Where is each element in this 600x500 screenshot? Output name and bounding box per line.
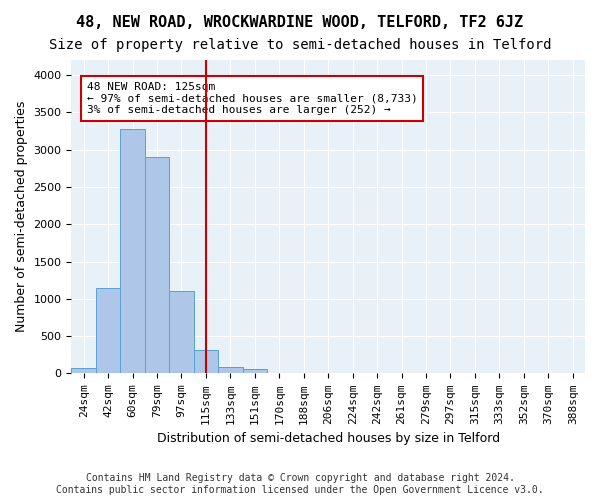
Bar: [121, 128, 145, 374]
Bar: [71, 368, 96, 374]
Text: Size of property relative to semi-detached houses in Telford: Size of property relative to semi-detach…: [49, 38, 551, 52]
Bar: [169, 292, 194, 374]
Bar: [267, 372, 292, 374]
Bar: [145, 157, 169, 374]
Y-axis label: Number of semi-detached properties: Number of semi-detached properties: [15, 101, 28, 332]
Text: 48 NEW ROAD: 125sqm
← 97% of semi-detached houses are smaller (8,733)
3% of semi: 48 NEW ROAD: 125sqm ← 97% of semi-detach…: [87, 82, 418, 115]
Text: 48, NEW ROAD, WROCKWARDINE WOOD, TELFORD, TF2 6JZ: 48, NEW ROAD, WROCKWARDINE WOOD, TELFORD…: [76, 15, 524, 30]
Bar: [218, 366, 242, 374]
X-axis label: Distribution of semi-detached houses by size in Telford: Distribution of semi-detached houses by …: [157, 432, 500, 445]
Bar: [96, 288, 121, 374]
Bar: [194, 350, 218, 374]
Bar: [242, 370, 267, 374]
Text: Contains HM Land Registry data © Crown copyright and database right 2024.
Contai: Contains HM Land Registry data © Crown c…: [56, 474, 544, 495]
